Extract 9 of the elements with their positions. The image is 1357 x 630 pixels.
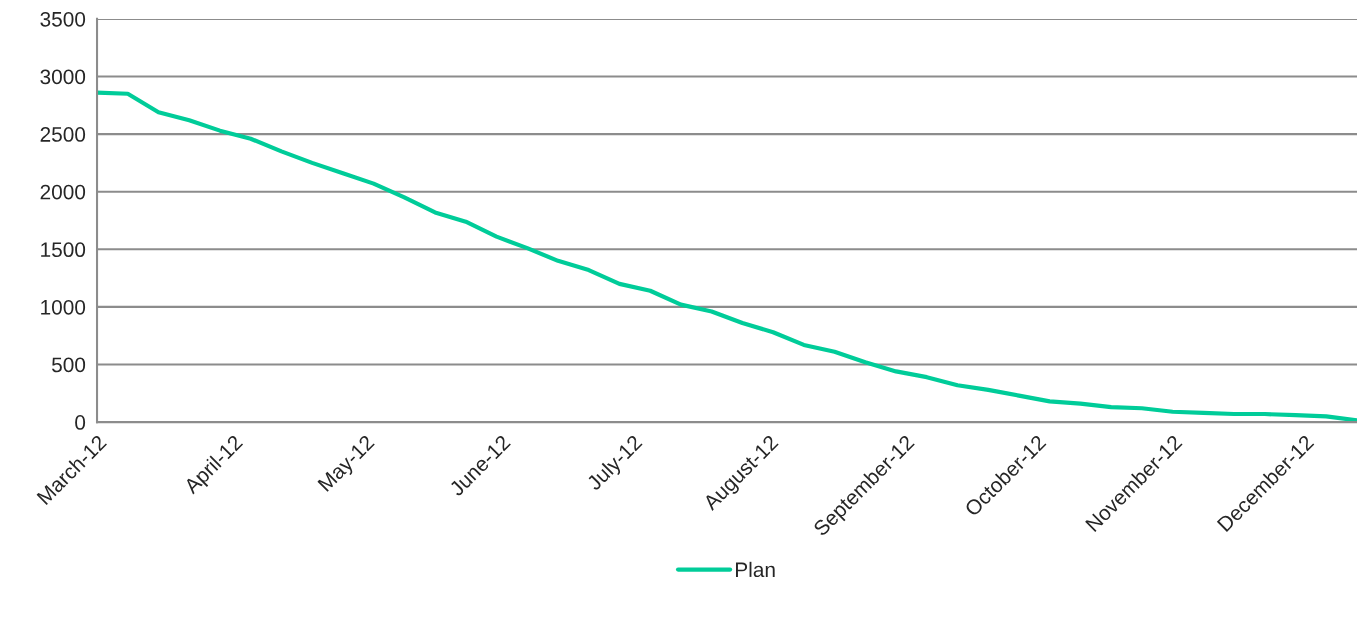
y-tick-label: 3500 xyxy=(40,11,86,27)
y-tick-label: 2000 xyxy=(40,184,86,200)
y-tick-label: 3000 xyxy=(40,69,86,85)
y-tick-label: 500 xyxy=(51,357,86,373)
legend-label: Plan xyxy=(736,561,775,578)
y-tick-label: 1500 xyxy=(41,242,86,258)
y-tick-label: 0 xyxy=(75,415,86,430)
y-tick-label: 2500 xyxy=(40,127,86,142)
y-tick-label: 1000 xyxy=(41,299,86,315)
